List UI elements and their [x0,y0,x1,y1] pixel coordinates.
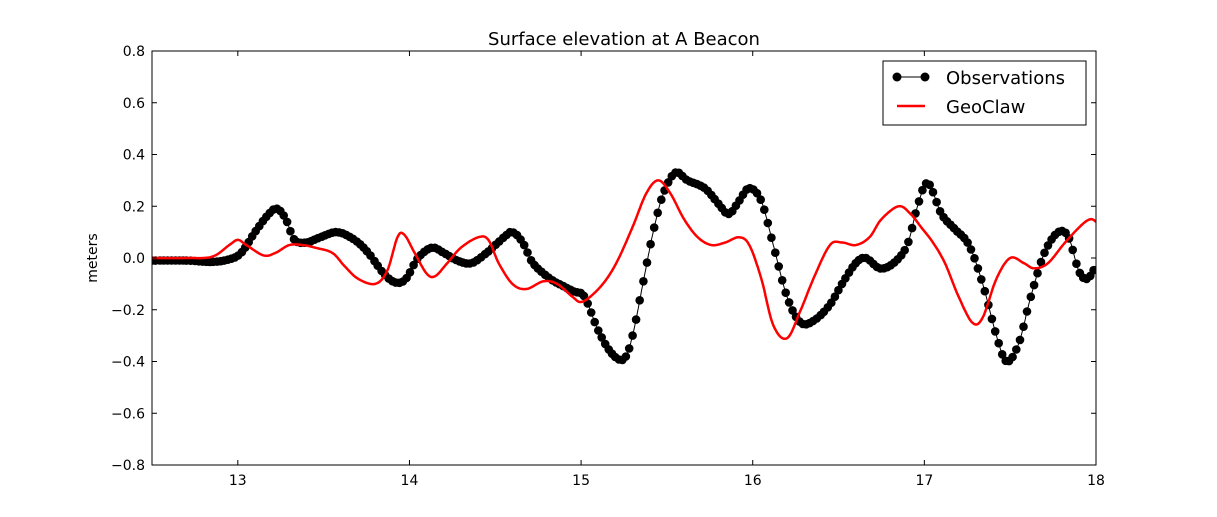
observation-marker [1029,280,1039,290]
observation-marker [1008,352,1017,362]
observation-marker [928,187,938,197]
observation-marker [963,238,972,247]
observation-marker [409,260,418,270]
series-layer [152,168,1096,366]
x-tick-label: 14 [401,473,419,489]
legend-box [882,60,1087,126]
observation-marker [1022,307,1032,316]
observation-marker [579,291,589,301]
observation-marker [771,248,780,257]
observation-marker [586,308,596,317]
observation-marker [973,264,983,273]
observation-marker [663,178,673,187]
observation-marker [763,218,773,228]
x-tick-label: 15 [572,473,590,489]
observation-marker [904,237,913,247]
y-tick-label: 0.6 [123,96,145,112]
observation-marker [1072,259,1081,269]
observation-marker [523,248,532,257]
observation-marker [635,296,644,305]
y-tick-label: 0.4 [123,148,145,164]
observation-marker [405,268,415,277]
legend-geoclaw-label: GeoClaw [946,97,1025,118]
observation-marker [594,326,603,335]
observation-marker [1068,245,1077,255]
y-tick-label: 0.8 [123,44,145,60]
y-tick-label: −0.8 [111,458,145,474]
observation-marker [657,195,666,204]
observation-marker [752,188,762,198]
observation-marker [767,233,776,242]
observation-marker [914,197,924,206]
observation-marker [970,253,979,263]
observation-marker [1012,345,1021,354]
chart-title: Surface elevation at A Beacon [488,29,760,50]
legend-observations-label: Observations [946,68,1065,89]
observation-marker [925,180,934,190]
observation-marker [932,197,941,207]
y-tick-label: 0.2 [123,199,145,215]
observation-marker [994,338,1003,348]
series-geoclaw-line [152,179,1096,341]
observation-marker [756,195,765,204]
observation-marker [1026,292,1036,302]
observation-marker [977,275,986,284]
observation-marker [907,223,917,233]
observation-marker [788,306,797,315]
y-tick-label: −0.2 [111,303,145,319]
observation-marker [631,315,641,324]
observation-marker [653,208,662,218]
observation-marker [834,285,843,295]
observation-marker [628,331,637,340]
x-tick-label: 17 [915,473,933,489]
observation-marker [900,245,909,255]
observation-marker [646,239,655,249]
x-axis: 13 14 15 16 17 18 [229,51,1105,489]
observation-marker [621,352,631,361]
x-tick-label: 18 [1087,473,1105,489]
observation-marker [624,344,634,353]
observation-marker [1019,322,1028,332]
observation-marker [1040,248,1049,258]
y-axis: 0.8 0.6 0.4 0.2 0.0 −0.2 −0.4 −0.6 −0.8 [111,44,1096,474]
observation-marker [980,286,990,296]
y-axis-label: meters [85,233,101,282]
legend: Observations GeoClaw [882,60,1087,126]
x-tick-label: 16 [744,473,762,489]
observation-marker [966,245,976,254]
observation-marker [918,185,927,195]
observation-marker [1089,265,1096,275]
observation-marker [286,226,295,236]
observation-marker [1033,268,1042,278]
observation-marker [279,211,289,220]
observation-marker [639,277,648,286]
observation-marker [760,205,769,214]
observation-marker [642,258,652,267]
y-tick-label: −0.6 [111,406,145,422]
observation-marker [781,288,790,298]
observation-marker [997,350,1007,359]
observation-marker [590,317,599,327]
observation-marker [774,262,783,271]
x-tick-label: 13 [229,473,247,489]
legend-observations-marker [892,72,902,82]
observation-marker [784,298,794,307]
observation-marker [597,333,606,342]
observation-marker [1015,335,1025,345]
observation-marker [649,223,659,232]
y-tick-label: −0.4 [111,355,145,371]
observation-marker [777,276,787,285]
observation-marker [987,314,997,324]
observation-marker [830,292,840,302]
y-tick-label: 0.0 [123,251,145,267]
observation-marker [519,240,529,250]
observation-marker [1036,257,1046,267]
legend-observations-marker [920,72,930,82]
observation-marker [990,327,1000,336]
observation-marker [282,217,292,227]
